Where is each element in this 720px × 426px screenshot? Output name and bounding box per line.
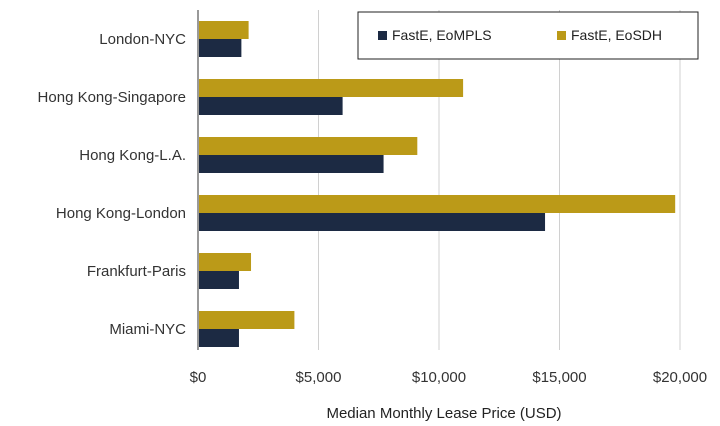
bar-eosdh <box>199 311 295 329</box>
grid-lines <box>197 10 681 350</box>
category-label: Hong Kong-Singapore <box>38 89 186 106</box>
x-tick-label: $15,000 <box>532 369 586 386</box>
legend: FastE, EoMPLS FastE, EoSDH <box>357 11 699 60</box>
x-axis-title: Median Monthly Lease Price (USD) <box>326 405 561 422</box>
legend-box <box>357 11 699 60</box>
category-label: Hong Kong-London <box>56 205 186 222</box>
x-tick-labels: $0 $5,000 $10,000 $15,000 $20,000 <box>190 369 707 386</box>
bar-eompls <box>199 97 343 115</box>
x-tick-label: $20,000 <box>653 369 707 386</box>
bar-eompls <box>199 39 242 57</box>
bars <box>199 21 676 347</box>
legend-label-eompls: FastE, EoMPLS <box>392 27 492 43</box>
x-tick-label: $0 <box>190 369 207 386</box>
legend-swatch-eosdh <box>557 31 566 40</box>
category-label: Miami-NYC <box>109 321 186 338</box>
bar-eosdh <box>199 79 464 97</box>
bar-eosdh <box>199 195 676 213</box>
bar-eosdh <box>199 21 249 39</box>
category-label: Hong Kong-L.A. <box>79 147 186 164</box>
category-labels: London-NYC Hong Kong-Singapore Hong Kong-L… <box>38 31 187 338</box>
bar-eompls <box>199 329 239 347</box>
bar-eompls <box>199 213 546 231</box>
bar-eosdh <box>199 253 252 271</box>
bar-eompls <box>199 155 384 173</box>
category-label: Frankfurt-Paris <box>87 263 186 280</box>
legend-swatch-eompls <box>378 31 387 40</box>
x-tick-label: $10,000 <box>412 369 466 386</box>
bar-eompls <box>199 271 239 289</box>
bar-eosdh <box>199 137 418 155</box>
legend-label-eosdh: FastE, EoSDH <box>571 27 662 43</box>
category-label: London-NYC <box>99 31 186 48</box>
x-tick-label: $5,000 <box>296 369 342 386</box>
